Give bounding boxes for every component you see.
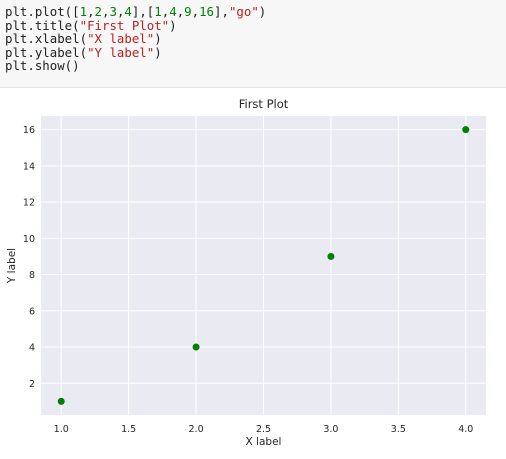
plot-output: 1.0 1.5 2.0 2.5 3.0 3.5 4.0 2 4 6 8 10 12 14 16 First… xyxy=(0,92,506,454)
code-token: , xyxy=(116,4,125,19)
code-token: , xyxy=(87,4,95,19)
code-line: plt.show() xyxy=(5,58,80,73)
y-axis-label: Y label xyxy=(6,248,18,284)
code-token: 4 xyxy=(124,4,132,19)
code-editor[interactable]: plt.plot([1,2,3,4],[1,4,9,16],"go") plt.… xyxy=(0,0,506,73)
code-line: plt.title("First Plot") xyxy=(5,18,177,33)
code-token: ) xyxy=(154,31,162,46)
code-token: plt.ylabel( xyxy=(5,44,88,60)
code-token: , xyxy=(176,4,185,19)
x-tick-label: 3.0 xyxy=(323,424,338,435)
code-token: plt.title( xyxy=(5,17,80,33)
code-line: plt.plot([1,2,3,4],[1,4,9,16],"go") xyxy=(5,4,266,19)
code-token: ], xyxy=(214,4,229,19)
y-tick-label: 2 xyxy=(29,379,35,390)
code-token: "X label" xyxy=(87,31,155,46)
data-point xyxy=(192,343,200,351)
data-point xyxy=(57,397,65,405)
code-token: ) xyxy=(169,17,177,33)
code-token: plt.show() xyxy=(5,58,80,73)
x-tick-label: 2.5 xyxy=(256,424,271,435)
grid-lines xyxy=(41,116,486,415)
code-token: , xyxy=(102,4,110,19)
code-token: 1 xyxy=(79,4,88,19)
y-tick-label: 6 xyxy=(29,306,35,317)
x-tick-label: 1.5 xyxy=(121,424,136,435)
code-token: 3 xyxy=(109,4,117,19)
code-token: , xyxy=(161,4,170,19)
code-token: 16 xyxy=(199,4,215,19)
x-axis-label: X label xyxy=(246,436,282,448)
code-token: , xyxy=(191,4,200,19)
y-tick-label: 16 xyxy=(23,125,35,136)
y-tick-label: 8 xyxy=(29,270,35,281)
data-point xyxy=(462,126,470,134)
y-ticks: 2 4 6 8 10 12 14 16 xyxy=(23,125,35,390)
code-cell[interactable]: plt.plot([1,2,3,4],[1,4,9,16],"go") plt.… xyxy=(0,0,506,88)
code-token: ],[ xyxy=(131,4,155,19)
code-token: "Y label" xyxy=(87,44,155,60)
data-point xyxy=(327,252,335,260)
code-token: "First Plot" xyxy=(79,17,170,33)
code-token: 4 xyxy=(169,4,177,19)
code-line: plt.ylabel("Y label") xyxy=(5,45,162,60)
code-token: 9 xyxy=(184,4,192,19)
data-points xyxy=(57,126,470,405)
code-line: plt.xlabel("X label") xyxy=(5,31,162,46)
x-tick-label: 1.0 xyxy=(54,424,69,435)
chart-title: First Plot xyxy=(239,97,289,111)
x-tick-label: 2.0 xyxy=(189,424,204,435)
scatter-chart: 1.0 1.5 2.0 2.5 3.0 3.5 4.0 2 4 6 8 10 12 14 16 First… xyxy=(6,97,486,448)
code-token: [ xyxy=(72,4,80,19)
code-token: ) xyxy=(154,44,162,60)
code-token: ) xyxy=(258,4,267,19)
y-tick-label: 10 xyxy=(23,234,35,245)
y-tick-label: 12 xyxy=(23,198,35,209)
x-tick-label: 4.0 xyxy=(458,424,473,435)
x-tick-label: 3.5 xyxy=(391,424,406,435)
code-token: 2 xyxy=(94,4,103,19)
code-token: 1 xyxy=(154,4,162,19)
y-tick-label: 14 xyxy=(23,161,35,172)
y-tick-label: 4 xyxy=(29,343,35,354)
x-ticks: 1.0 1.5 2.0 2.5 3.0 3.5 4.0 xyxy=(54,424,474,435)
code-token: "go" xyxy=(228,4,259,19)
code-token: plt.xlabel( xyxy=(5,31,88,46)
code-token: plt.plot( xyxy=(5,4,73,19)
